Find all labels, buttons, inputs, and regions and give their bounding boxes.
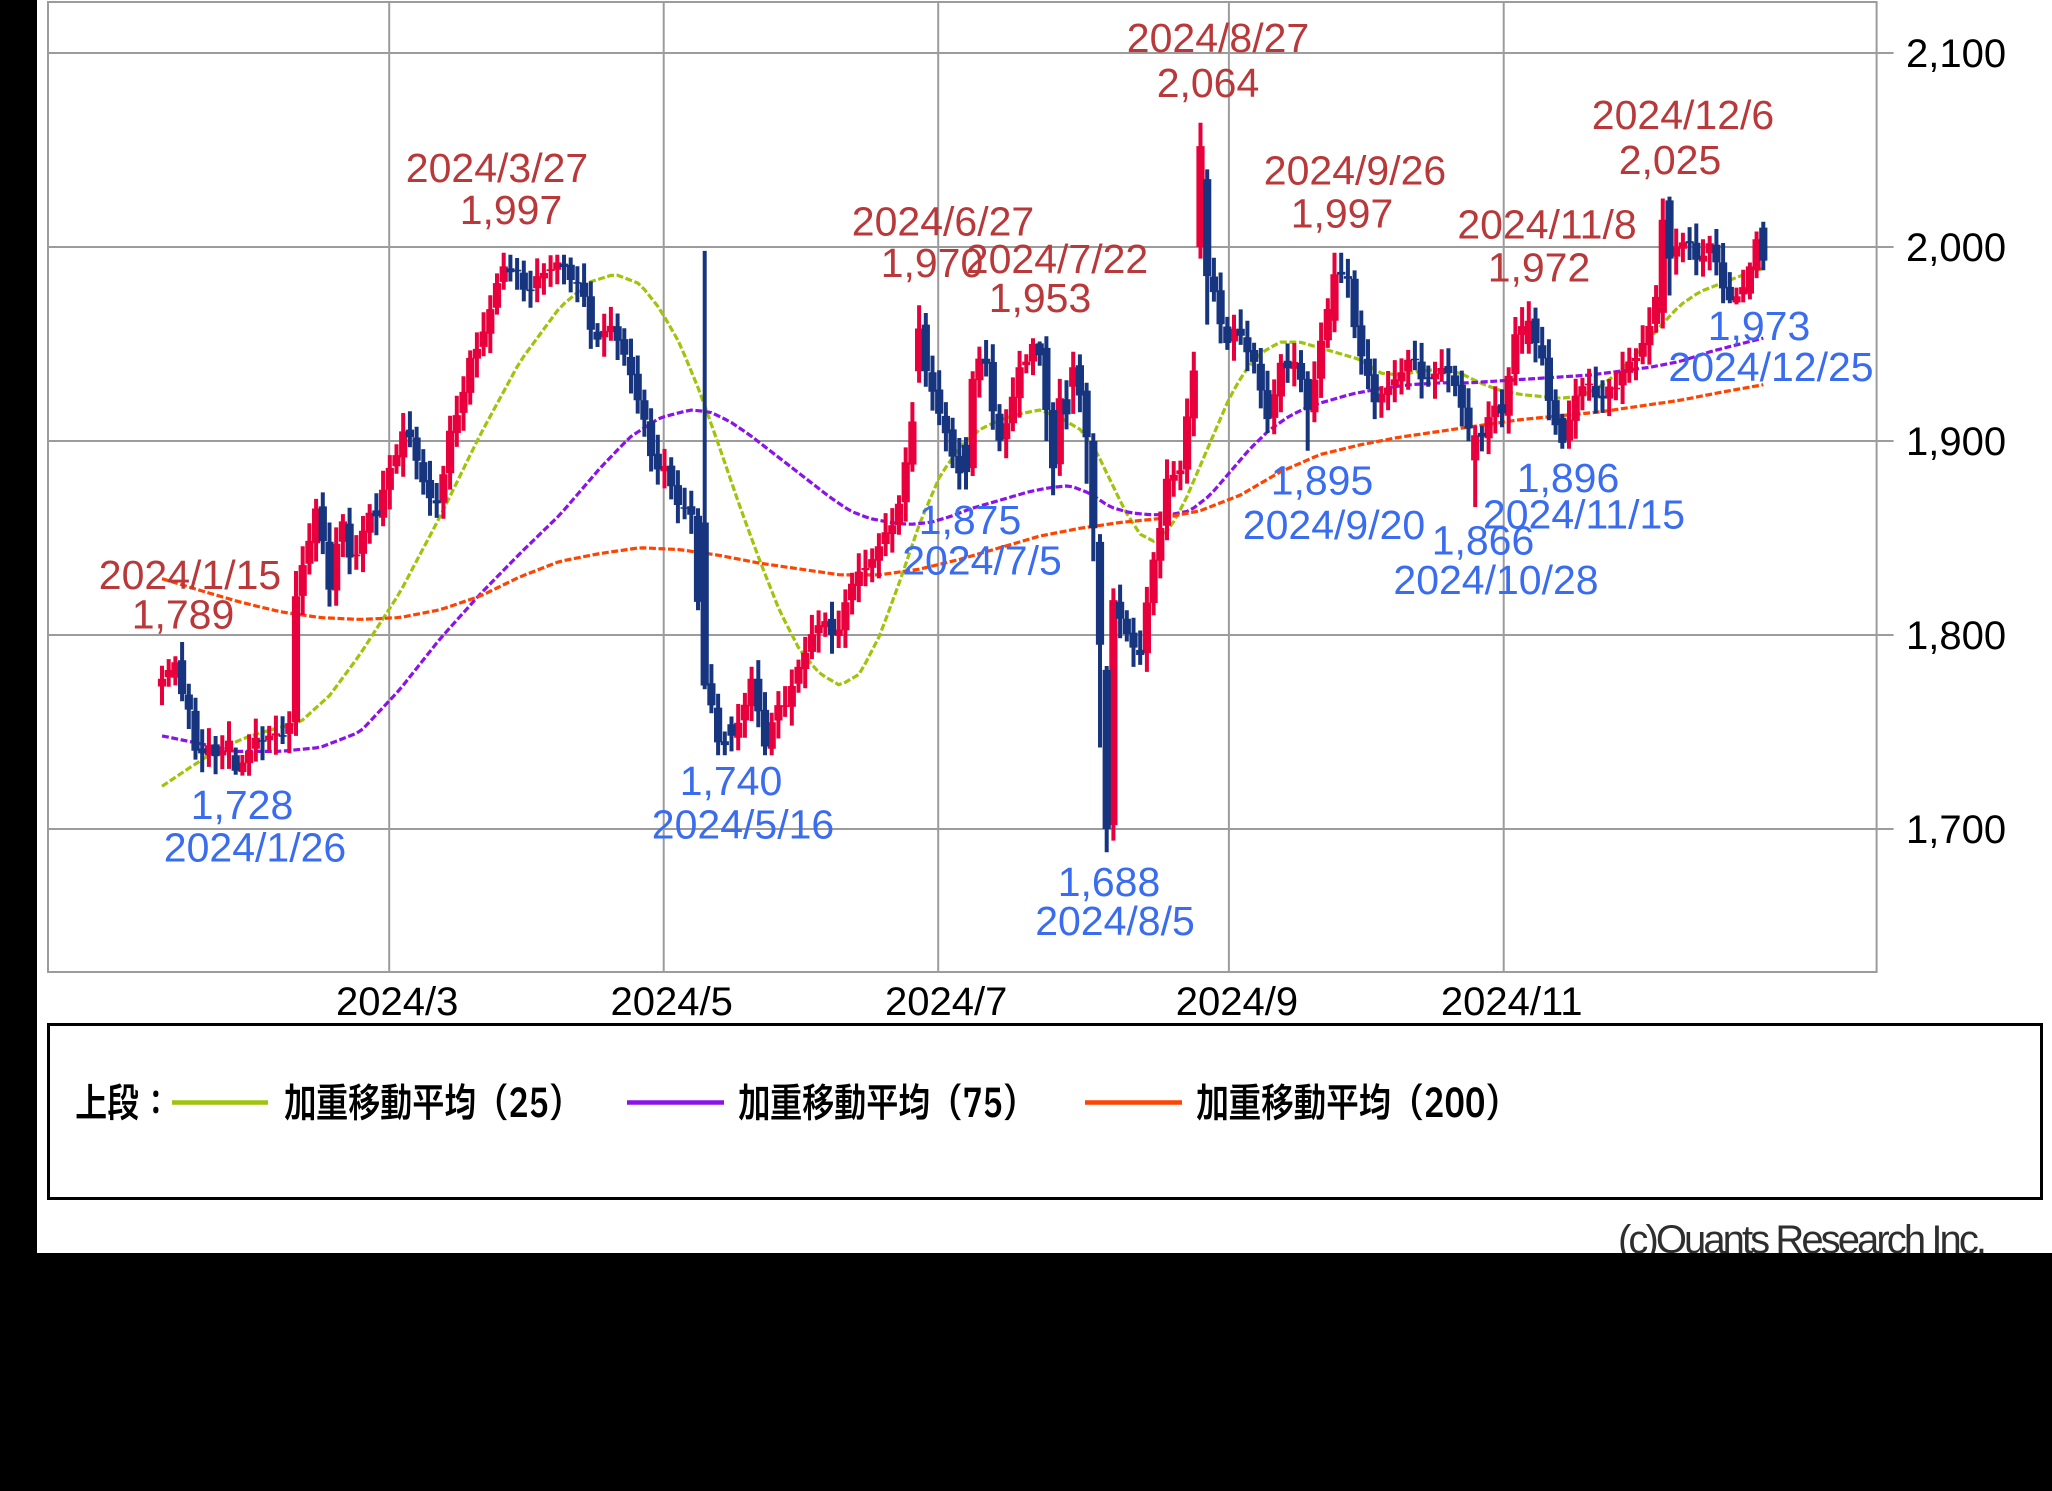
- svg-text:1,997: 1,997: [1291, 191, 1394, 237]
- svg-text:2024/9/26: 2024/9/26: [1264, 148, 1446, 194]
- svg-text:2024/1/26: 2024/1/26: [164, 825, 346, 871]
- svg-text:2024/6/27: 2024/6/27: [852, 199, 1034, 245]
- svg-text:2024/11/15: 2024/11/15: [1483, 492, 1685, 538]
- svg-text:2024/8/27: 2024/8/27: [1127, 15, 1309, 61]
- svg-text:2024/7: 2024/7: [885, 980, 1007, 1024]
- svg-text:1,875: 1,875: [919, 497, 1022, 543]
- svg-text:1,866: 1,866: [1432, 518, 1535, 564]
- svg-text:2024/8/5: 2024/8/5: [1035, 898, 1195, 944]
- svg-text:1,789: 1,789: [132, 592, 235, 638]
- svg-text:1,896: 1,896: [1517, 455, 1620, 501]
- svg-text:2024/9: 2024/9: [1176, 980, 1298, 1024]
- svg-text:2024/11: 2024/11: [1441, 980, 1583, 1024]
- svg-text:2024/11/8: 2024/11/8: [1457, 202, 1636, 248]
- svg-text:2024/12/6: 2024/12/6: [1592, 92, 1774, 138]
- svg-text:1,997: 1,997: [460, 187, 563, 233]
- svg-text:2024/1/15: 2024/1/15: [99, 552, 281, 598]
- svg-text:1,688: 1,688: [1058, 859, 1161, 905]
- svg-text:2024/12/25: 2024/12/25: [1668, 344, 1873, 390]
- svg-text:1,700: 1,700: [1906, 808, 2006, 852]
- svg-text:1,970: 1,970: [881, 240, 984, 286]
- svg-text:2024/7/5: 2024/7/5: [902, 538, 1062, 584]
- svg-text:2,025: 2,025: [1619, 137, 1722, 183]
- svg-text:1,973: 1,973: [1708, 303, 1811, 349]
- svg-text:2024/9/20: 2024/9/20: [1243, 502, 1425, 548]
- svg-text:1,800: 1,800: [1906, 614, 2006, 658]
- svg-text:1,953: 1,953: [989, 275, 1092, 321]
- svg-text:1,728: 1,728: [191, 782, 294, 828]
- svg-text:1,740: 1,740: [680, 758, 783, 804]
- svg-text:2024/3: 2024/3: [336, 980, 458, 1024]
- svg-text:1,895: 1,895: [1271, 458, 1374, 504]
- svg-text:2024/10/28: 2024/10/28: [1393, 557, 1598, 603]
- svg-text:2,100: 2,100: [1906, 32, 2006, 76]
- svg-text:2024/3/27: 2024/3/27: [406, 145, 588, 191]
- svg-text:2,000: 2,000: [1906, 226, 2006, 270]
- svg-text:2024/5: 2024/5: [611, 980, 733, 1024]
- svg-text:2024/7/22: 2024/7/22: [966, 236, 1148, 282]
- svg-text:1,972: 1,972: [1488, 245, 1591, 291]
- svg-text:2,064: 2,064: [1157, 60, 1260, 106]
- svg-text:2024/5/16: 2024/5/16: [652, 802, 834, 848]
- svg-text:1,900: 1,900: [1906, 420, 2006, 464]
